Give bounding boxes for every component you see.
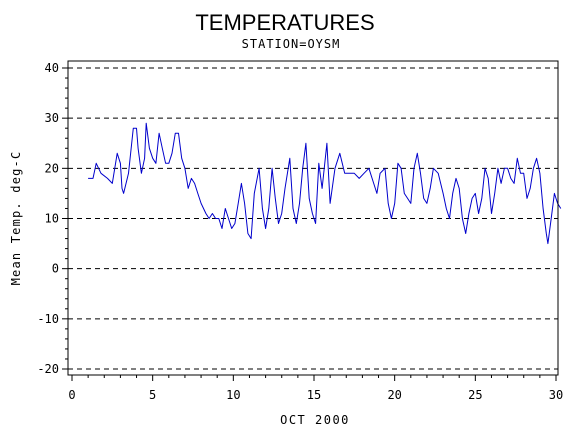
y-tick-label: -20 (37, 362, 59, 376)
x-tick-label: 5 (149, 388, 156, 402)
y-tick-label: 20 (45, 161, 59, 175)
y-tick-label: 10 (45, 212, 59, 226)
y-tick-label: 40 (45, 61, 59, 75)
x-tick-label: 20 (387, 388, 401, 402)
series-layer (88, 122, 562, 245)
axis-ticks (62, 67, 557, 381)
x-tick-label: 0 (68, 388, 75, 402)
grid-lines (68, 67, 558, 370)
chart-title: TEMPERATURES (195, 10, 374, 35)
x-tick-label: 10 (226, 388, 240, 402)
y-tick-label: 30 (45, 111, 59, 125)
chart-subtitle: STATION=OYSM (242, 37, 341, 51)
y-tick-label: -10 (37, 312, 59, 326)
x-tick-label: 25 (468, 388, 482, 402)
x-tick-label: 30 (549, 388, 563, 402)
x-axis-label: OCT 2000 (280, 413, 350, 427)
tick-labels: -20 -10 0 10 20 30 40 0 5 10 15 20 25 30 (37, 61, 563, 402)
plot-frame (67, 60, 559, 376)
x-tick-label: 15 (307, 388, 321, 402)
series-line-0 (88, 122, 562, 245)
y-tick-label: 0 (52, 262, 59, 276)
y-axis-label: Mean Temp. deg-C (9, 151, 23, 286)
